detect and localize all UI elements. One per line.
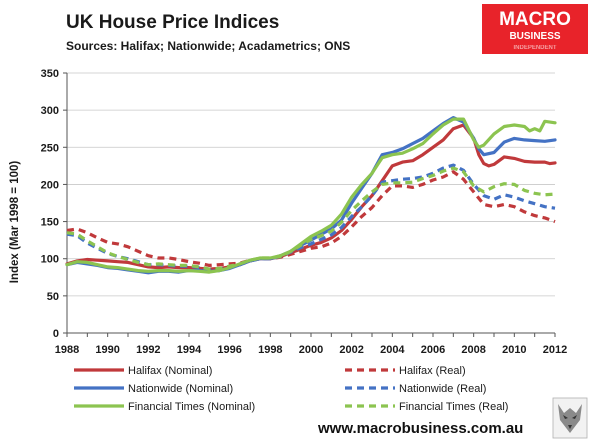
chart-sources: Sources: Halifax; Nationwide; Acadametri… (66, 39, 350, 53)
legend-label-halifax-nominal: Halifax (Nominal) (128, 365, 212, 377)
series-line-halifax-nominal (65, 123, 557, 271)
legend-label-halifax-real: Halifax (Real) (399, 365, 466, 377)
axes: Index (Mar 1998 = 100) 0 50 100 150 200 250 30… (9, 68, 567, 356)
x-tick-label: 1990 (95, 344, 119, 356)
logo-line-1: MACRO (499, 9, 571, 30)
series-line-financial-times-real (66, 166, 556, 271)
x-tick-label: 2000 (299, 344, 323, 356)
x-tick-label: 1996 (217, 344, 241, 356)
logo-background (482, 4, 588, 54)
macrobusiness-logo: MACRO BUSINESS INDEPENDENT (482, 4, 588, 54)
y-tick-label: 0 (53, 328, 59, 340)
logo-line-2: BUSINESS (509, 31, 560, 42)
chart-title: UK House Price Indices (66, 12, 279, 33)
logo-line-3: INDEPENDENT (513, 45, 556, 51)
y-tick-label: 150 (41, 217, 59, 229)
series-line-halifax-real (66, 170, 556, 267)
y-tick-label: 350 (41, 68, 59, 80)
legend-label-nationwide-nominal: Nationwide (Nominal) (128, 383, 233, 395)
x-tick-label: 1998 (258, 344, 282, 356)
x-tick-label: 2002 (339, 344, 363, 356)
x-tick-label: 2008 (461, 344, 485, 356)
y-tick-label: 100 (41, 254, 59, 266)
series-line-nationwide-real (66, 163, 556, 272)
footer-url: www.macrobusiness.com.au (317, 420, 523, 437)
legend-label-financial-times-nominal: Financial Times (Nominal) (128, 401, 255, 413)
x-tick-label: 2004 (380, 344, 405, 356)
x-tick-label: 1994 (177, 344, 202, 356)
x-tick-label: 2006 (421, 344, 445, 356)
y-tick-label: 250 (41, 142, 59, 154)
wolf-icon (552, 397, 588, 439)
series-lines (65, 115, 557, 275)
y-tick-label: 300 (41, 105, 59, 117)
y-axis-label: Index (Mar 1998 = 100) (9, 161, 21, 284)
legend: Halifax (Nominal) Halifax (Real) Nationwid… (74, 365, 508, 413)
x-tick-label: 2010 (502, 344, 526, 356)
legend-label-nationwide-real: Nationwide (Real) (399, 383, 486, 395)
x-tick-label: 1992 (136, 344, 160, 356)
y-tick-label: 200 (41, 179, 59, 191)
series-line-financial-times-nominal (65, 117, 557, 274)
legend-label-financial-times-real: Financial Times (Real) (399, 401, 508, 413)
x-tick-label: 2012 (543, 344, 567, 356)
y-tick-label: 50 (47, 291, 59, 303)
x-tick-label: 1988 (55, 344, 79, 356)
grid (67, 72, 555, 297)
series-line-nationwide-nominal (65, 115, 557, 275)
